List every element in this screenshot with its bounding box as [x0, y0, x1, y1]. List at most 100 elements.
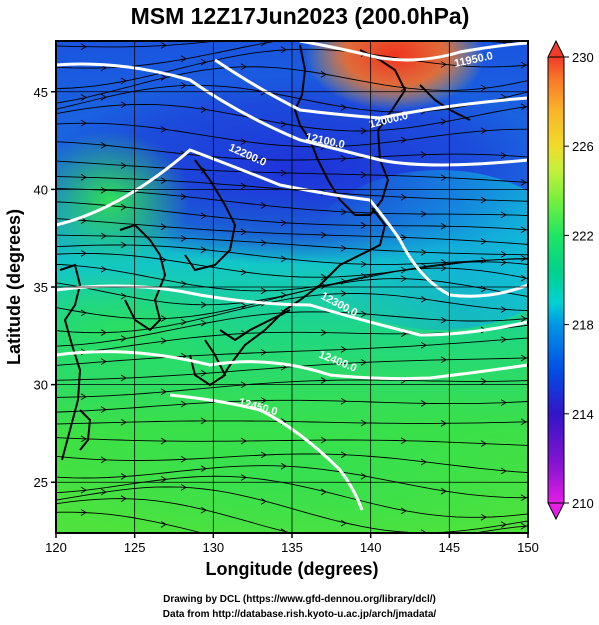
streamline-arrow: [80, 486, 87, 494]
streamline-arrow: [240, 268, 247, 276]
streamline-arrow: [500, 306, 507, 313]
streamline-arrow: [240, 138, 247, 146]
streamline-arrow: [260, 41, 267, 47]
streamline-arrow: [240, 302, 247, 310]
streamline-arrow: [360, 272, 367, 280]
streamline: [56, 141, 528, 161]
chart-title: MSM 12Z17Jun2023 (200.0hPa): [131, 3, 470, 29]
streamline-arrow: [520, 274, 527, 282]
colorbar-tick-label-214: 214: [572, 407, 594, 422]
streamline-arrow: [360, 127, 367, 135]
streamline-arrow: [160, 520, 167, 528]
streamline: [56, 379, 528, 398]
colorbar-tick-label-222: 222: [572, 228, 594, 243]
streamline-arrow: [360, 171, 367, 179]
grid: [56, 41, 528, 533]
streamline-arrow: [440, 316, 447, 324]
streamline-arrow: [500, 399, 507, 406]
streamline-arrow: [341, 31, 346, 37]
streamline-arrow: [500, 336, 507, 343]
contour-line-12450: [169, 393, 364, 511]
streamline-arrow: [180, 234, 187, 242]
streamline-arrow: [440, 118, 447, 125]
streamline-arrow: [100, 141, 107, 149]
streamline-arrow: [320, 70, 327, 78]
streamline-arrow: [160, 74, 167, 81]
streamline-arrow: [200, 58, 207, 66]
streamline-arrow: [100, 488, 107, 496]
credit-drawing: Drawing by DCL (https://www.gfd-dennou.o…: [163, 594, 436, 605]
streamline-arrow: [240, 474, 247, 481]
streamline-arrow: [401, 543, 406, 549]
streamline-arrow: [240, 228, 247, 236]
streamline: [56, 244, 528, 265]
streamline-arrow: [480, 238, 487, 245]
streamline-arrow: [180, 400, 187, 408]
streamline-arrow: [240, 437, 247, 445]
streamline-arrow: [400, 234, 407, 241]
streamline-arrow: [340, 519, 347, 527]
streamline-arrow: [100, 329, 107, 336]
streamline-arrow: [241, 34, 246, 40]
x-tick-label-140: 140: [360, 540, 382, 555]
streamline-arrow: [520, 418, 527, 426]
contour-line-12200: [56, 148, 528, 298]
streamline-arrow: [120, 374, 127, 382]
streamline-arrow: [340, 103, 347, 111]
streamline-arrow: [100, 456, 107, 464]
streamline-arrow: [420, 296, 427, 303]
streamline-arrow: [180, 82, 187, 89]
streamline-arrow: [520, 61, 527, 69]
streamline-arrow: [80, 173, 87, 181]
streamline-arrow: [100, 358, 107, 365]
colorbar-tick-label-230: 230: [572, 50, 594, 65]
coast-honshu: [221, 207, 387, 379]
streamline-arrow: [280, 46, 287, 54]
streamline-arrow: [80, 435, 87, 443]
contour-line-12100: [56, 62, 528, 167]
contour-line-12000: [214, 58, 528, 120]
streamline-arrow: [520, 254, 527, 262]
x-tick-label-135: 135: [281, 540, 303, 555]
streamline: [56, 218, 528, 245]
streamline-arrow: [320, 436, 327, 444]
streamline-arrow: [180, 318, 187, 326]
streamline-arrow: [480, 440, 487, 447]
streamline-arrow: [160, 315, 167, 322]
y-tick-label-25: 25: [34, 475, 48, 490]
y-tick-label-30: 30: [34, 378, 48, 393]
streamline-arrow: [360, 419, 367, 427]
streamline-arrow: [80, 509, 87, 516]
streamline: [56, 293, 528, 334]
y-tick-label-40: 40: [34, 182, 48, 197]
streamline-arrow: [260, 451, 267, 459]
streamline-arrow: [340, 397, 347, 405]
streamline: [56, 475, 528, 518]
streamline-arrow: [100, 265, 107, 273]
streamline-arrow: [160, 475, 167, 483]
streamline-arrow: [120, 162, 127, 169]
streamline-arrow: [440, 61, 447, 68]
streamline-arrow: [440, 174, 447, 182]
streamline: [56, 337, 528, 366]
streamline: [56, 234, 528, 256]
streamline-arrow: [260, 239, 267, 247]
coast-taiwan: [79, 409, 92, 451]
streamline-arrow: [420, 400, 427, 407]
streamline-arrow: [520, 494, 527, 502]
streamline-arrow: [360, 472, 367, 480]
streamline-arrow: [200, 246, 207, 254]
streamline-arrow: [340, 345, 347, 353]
streamline: [56, 103, 528, 132]
streamline: [56, 66, 528, 104]
streamline-arrow: [80, 43, 87, 51]
streamline-arrow: [360, 260, 367, 268]
streamline-arrow: [280, 255, 287, 263]
streamline-arrow: [120, 495, 127, 503]
streamline-arrow: [500, 211, 507, 219]
streamline-arrow: [400, 275, 407, 283]
streamline-arrow: [200, 506, 207, 514]
streamline-arrow: [320, 282, 327, 290]
colorbar-tick-label-218: 218: [572, 318, 594, 333]
contour-line-12400: [56, 350, 528, 381]
